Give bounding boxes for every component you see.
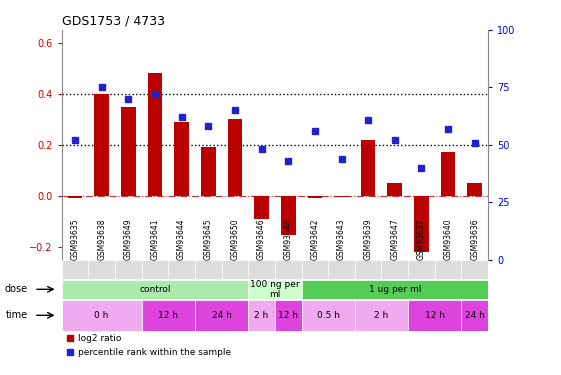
Bar: [388, 183, 402, 196]
Text: 2 h: 2 h: [374, 311, 389, 320]
Bar: [174, 122, 189, 196]
Bar: [68, 196, 82, 198]
Text: 12 h: 12 h: [425, 311, 445, 320]
FancyBboxPatch shape: [248, 260, 275, 279]
FancyBboxPatch shape: [141, 260, 168, 279]
FancyBboxPatch shape: [248, 280, 302, 299]
Bar: [307, 196, 322, 198]
Text: dose: dose: [4, 284, 27, 294]
Bar: [467, 183, 482, 196]
FancyBboxPatch shape: [302, 280, 488, 299]
FancyBboxPatch shape: [461, 300, 488, 331]
Text: control: control: [139, 285, 171, 294]
Text: GSM93639: GSM93639: [364, 218, 373, 259]
Text: GSM93636: GSM93636: [470, 218, 479, 259]
Bar: [121, 106, 136, 196]
Text: time: time: [6, 310, 27, 320]
Text: 1 ug per ml: 1 ug per ml: [369, 285, 421, 294]
Text: 12 h: 12 h: [278, 311, 298, 320]
FancyBboxPatch shape: [275, 300, 302, 331]
Text: GSM93635: GSM93635: [71, 218, 80, 259]
FancyBboxPatch shape: [62, 260, 89, 279]
Text: GDS1753 / 4733: GDS1753 / 4733: [62, 15, 165, 27]
FancyBboxPatch shape: [168, 260, 195, 279]
FancyBboxPatch shape: [248, 300, 275, 331]
FancyBboxPatch shape: [435, 260, 461, 279]
FancyBboxPatch shape: [89, 260, 115, 279]
Bar: [148, 74, 162, 196]
FancyBboxPatch shape: [115, 260, 141, 279]
Bar: [281, 196, 296, 236]
Text: 12 h: 12 h: [158, 311, 178, 320]
Bar: [94, 94, 109, 196]
FancyBboxPatch shape: [195, 300, 248, 331]
FancyBboxPatch shape: [141, 300, 195, 331]
Text: GSM93650: GSM93650: [231, 218, 240, 259]
Text: GSM93649: GSM93649: [124, 218, 133, 259]
FancyBboxPatch shape: [275, 260, 302, 279]
Bar: [254, 196, 269, 219]
FancyBboxPatch shape: [62, 300, 141, 331]
Text: GSM93641: GSM93641: [150, 218, 159, 259]
Bar: [441, 153, 456, 196]
Bar: [334, 196, 349, 197]
Text: GSM93645: GSM93645: [204, 218, 213, 259]
FancyBboxPatch shape: [328, 260, 355, 279]
Bar: [228, 119, 242, 196]
FancyBboxPatch shape: [302, 260, 328, 279]
Text: 0 h: 0 h: [94, 311, 109, 320]
FancyBboxPatch shape: [355, 300, 408, 331]
FancyBboxPatch shape: [408, 260, 435, 279]
Bar: [201, 147, 215, 196]
Bar: [414, 196, 429, 252]
Legend: log2 ratio, percentile rank within the sample: log2 ratio, percentile rank within the s…: [66, 334, 231, 357]
Text: 100 ng per
ml: 100 ng per ml: [250, 280, 300, 299]
Text: GSM93646: GSM93646: [257, 218, 266, 259]
Text: GSM93640: GSM93640: [444, 218, 453, 259]
FancyBboxPatch shape: [62, 280, 248, 299]
Text: GSM93638: GSM93638: [97, 218, 106, 259]
Text: 24 h: 24 h: [465, 311, 485, 320]
FancyBboxPatch shape: [195, 260, 222, 279]
FancyBboxPatch shape: [302, 300, 355, 331]
Text: GSM93637: GSM93637: [417, 218, 426, 259]
FancyBboxPatch shape: [408, 300, 461, 331]
Text: GSM93642: GSM93642: [310, 218, 319, 259]
Text: 24 h: 24 h: [211, 311, 232, 320]
Bar: [361, 140, 375, 196]
FancyBboxPatch shape: [461, 260, 488, 279]
Text: GSM93643: GSM93643: [337, 218, 346, 259]
FancyBboxPatch shape: [355, 260, 381, 279]
FancyBboxPatch shape: [222, 260, 248, 279]
Text: GSM93647: GSM93647: [390, 218, 399, 259]
Text: GSM93648: GSM93648: [284, 218, 293, 259]
Text: GSM93644: GSM93644: [177, 218, 186, 259]
Text: 2 h: 2 h: [255, 311, 269, 320]
FancyBboxPatch shape: [381, 260, 408, 279]
Text: 0.5 h: 0.5 h: [317, 311, 339, 320]
